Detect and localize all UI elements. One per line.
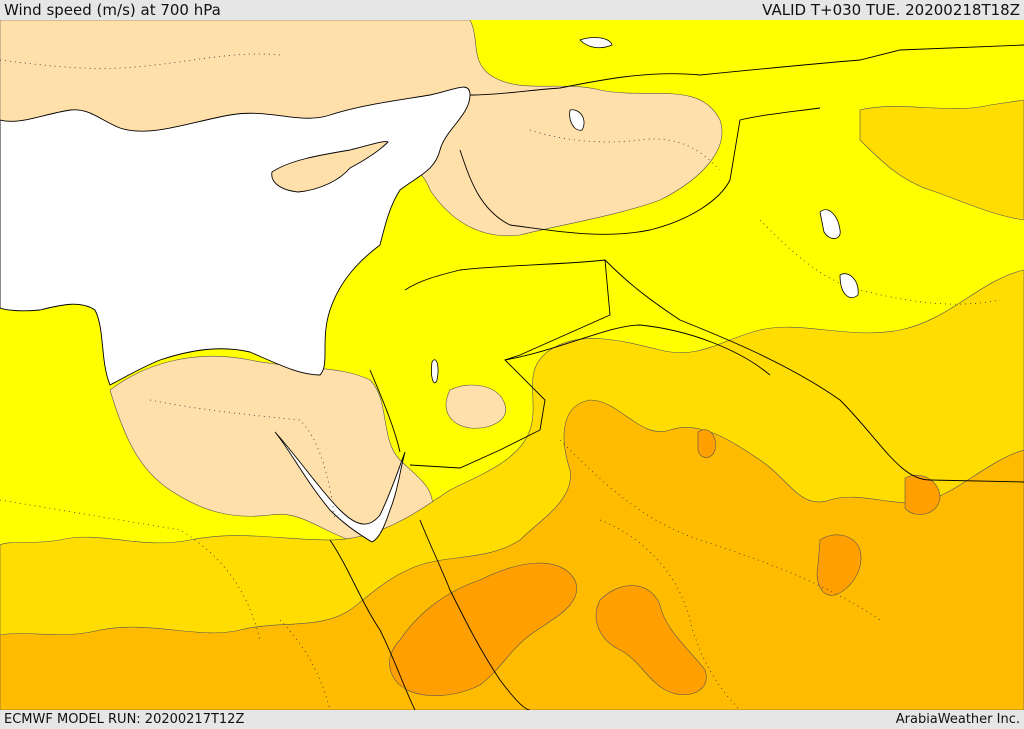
sea-red-sea — [274, 431, 406, 543]
map-title: Wind speed (m/s) at 700 hPa — [4, 1, 221, 19]
model-run: ECMWF MODEL RUN: 20200217T12Z — [4, 712, 245, 727]
band-highest-central — [595, 585, 707, 696]
band-mid-northeast — [859, 99, 1024, 221]
header-bar: Wind speed (m/s) at 700 hPa VALID T+030 … — [0, 0, 1024, 20]
national-borders — [329, 44, 1024, 710]
island-cyprus — [271, 141, 389, 193]
band-high — [0, 399, 1024, 710]
band-highest-patch-1 — [697, 429, 716, 458]
band-highest-patch-2 — [904, 474, 941, 515]
dotted-boundaries — [0, 53, 1001, 710]
band-lowest-jordan — [445, 384, 507, 429]
wind-speed-map — [0, 20, 1024, 710]
inland-water — [431, 37, 859, 384]
footer-bar: ECMWF MODEL RUN: 20200217T12Z ArabiaWeat… — [0, 710, 1024, 729]
band-highest-east — [816, 534, 862, 596]
valid-time: VALID T+030 TUE. 20200218T18Z — [762, 1, 1020, 19]
credit-text: ArabiaWeather Inc. — [895, 712, 1020, 727]
band-highest-red-sea — [389, 562, 578, 696]
